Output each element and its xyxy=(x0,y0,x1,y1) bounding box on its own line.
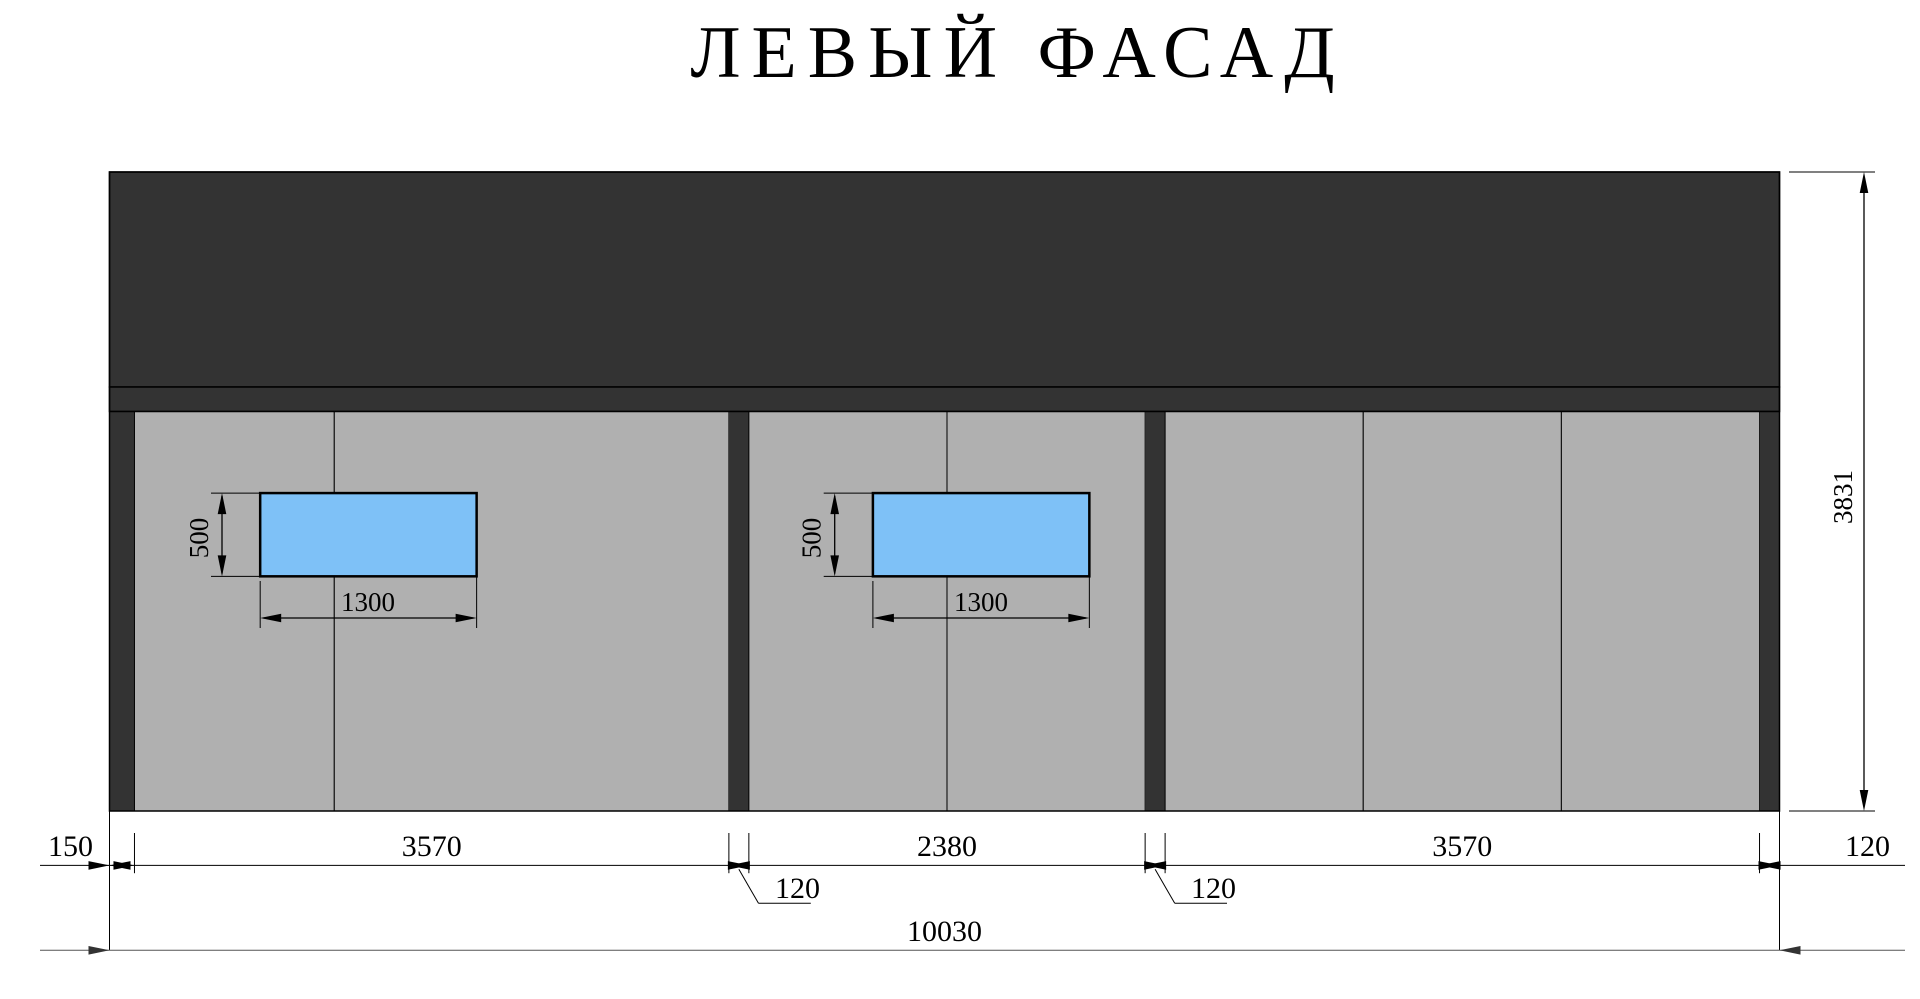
svg-text:2380: 2380 xyxy=(917,830,977,863)
svg-text:150: 150 xyxy=(48,830,93,863)
svg-text:3570: 3570 xyxy=(1432,830,1492,863)
svg-text:3831: 3831 xyxy=(1828,470,1858,524)
svg-text:10030: 10030 xyxy=(907,915,982,948)
svg-text:500: 500 xyxy=(797,518,827,559)
svg-text:1300: 1300 xyxy=(341,587,395,617)
svg-text:ЛЕВЫЙ ФАСАД: ЛЕВЫЙ ФАСАД xyxy=(690,12,1345,94)
svg-text:120: 120 xyxy=(775,872,820,905)
svg-text:3570: 3570 xyxy=(402,830,462,863)
svg-text:120: 120 xyxy=(1845,830,1890,863)
svg-text:1300: 1300 xyxy=(954,587,1008,617)
svg-text:120: 120 xyxy=(1191,872,1236,905)
svg-text:500: 500 xyxy=(184,518,214,559)
